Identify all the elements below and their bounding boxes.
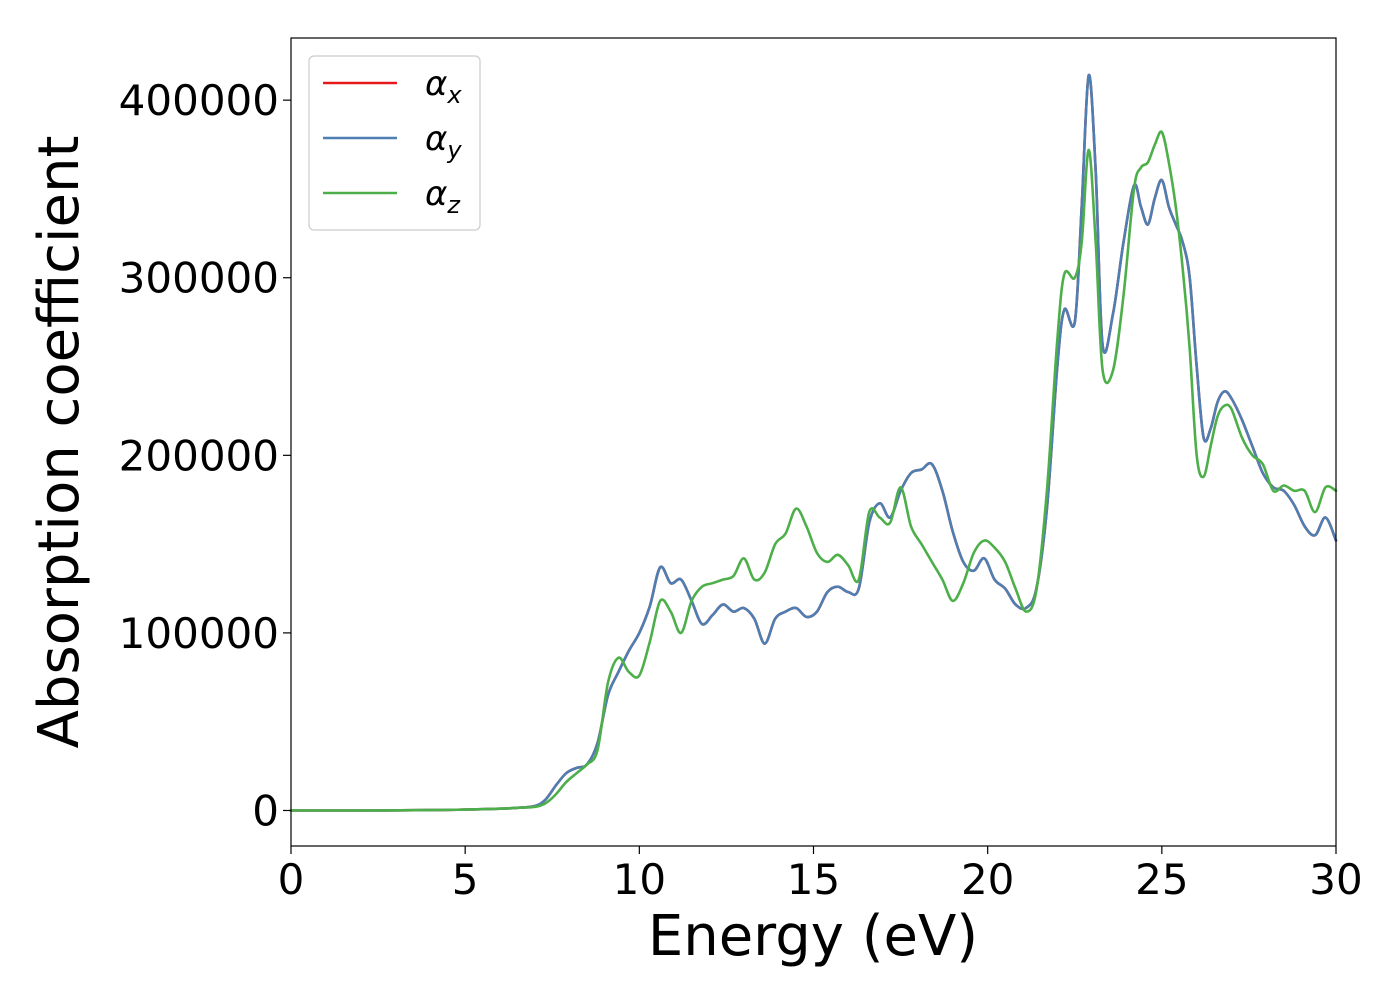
x-tick-label: 5 (452, 855, 479, 904)
x-tick-label: 15 (787, 855, 840, 904)
legend-label-z: αz (425, 174, 461, 219)
legend-box (308, 55, 481, 231)
y-tick-label: 100000 (119, 609, 279, 658)
x-tick-label: 20 (961, 855, 1014, 904)
y-axis-title: Absorption coefficient (27, 136, 92, 749)
x-tick-label: 25 (1135, 855, 1188, 904)
legend: αx αy αz (308, 55, 481, 231)
x-axis-title: Energy (eV) (648, 904, 978, 969)
x-tick-label: 0 (278, 855, 305, 904)
y-tick-label: 200000 (119, 431, 279, 480)
y-tick-label: 400000 (119, 76, 279, 125)
legend-label-x: αx (425, 64, 462, 109)
series-line-z (289, 130, 1338, 812)
x-tick-label: 30 (1309, 855, 1362, 904)
series-line-y (289, 73, 1338, 812)
y-tick-label: 0 (252, 786, 279, 835)
legend-label-y: αy (425, 119, 462, 164)
x-axis-ticks: 0 5 10 15 20 25 30 (278, 846, 1363, 904)
x-tick-label: 10 (613, 855, 666, 904)
y-tick-label: 300000 (119, 254, 279, 303)
y-axis-ticks: 0 100000 200000 300000 400000 (119, 76, 291, 835)
series-layer (289, 73, 1338, 812)
